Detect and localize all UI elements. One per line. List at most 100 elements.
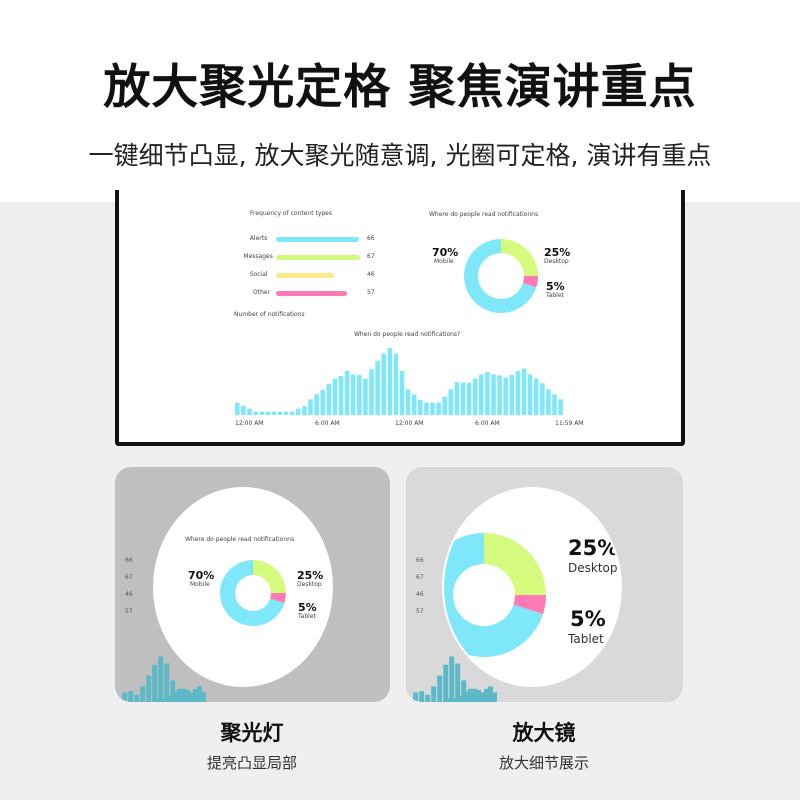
- faint-bar: [492, 692, 497, 702]
- timeline-bar: [302, 406, 307, 415]
- timeline-bars: [235, 348, 563, 415]
- faint-bar: [134, 694, 140, 702]
- freq-value: 46: [367, 271, 375, 278]
- faint-value: 66: [416, 557, 424, 564]
- magnifier-title: 放大镜: [512, 721, 576, 745]
- faint-bar: [449, 656, 455, 702]
- faint-bar: [488, 686, 493, 702]
- spot-label-tablet: Tablet: [298, 613, 316, 620]
- faint-bar: [181, 688, 186, 702]
- faint-bar: [431, 686, 437, 702]
- timeline-bar: [289, 411, 295, 415]
- freq-label: Social: [249, 271, 268, 278]
- timeline-bar: [454, 382, 460, 415]
- timeline-bar: [479, 374, 484, 415]
- faint-bar: [480, 692, 485, 702]
- timeline-bar: [540, 383, 545, 415]
- timeline-bar: [503, 377, 508, 415]
- timeline-bar: [320, 390, 325, 415]
- timeline-tick: 6:00 AM: [315, 420, 340, 427]
- timeline-bar: [314, 394, 319, 415]
- timeline-bar: [430, 402, 435, 415]
- donut-slice-tablet: [522, 276, 538, 288]
- faint-bar: [419, 691, 425, 702]
- spotlight-circle: Where do people read notificationns 70% …: [153, 487, 333, 687]
- spotlight-title: 聚光灯: [220, 721, 284, 745]
- spot-pct-mobile: 70%: [188, 569, 215, 582]
- timeline-bar: [442, 396, 447, 415]
- mag-label-tablet: Tablet: [568, 632, 604, 646]
- timeline-bar: [436, 402, 441, 415]
- pct-mobile: 70%: [432, 246, 459, 259]
- faint-bar: [193, 688, 198, 702]
- faint-bar: [197, 686, 202, 702]
- spot-label-mobile: Mobile: [190, 581, 210, 588]
- spot-pct-desktop: 25%: [297, 569, 324, 582]
- freq-title: Frequency of content types: [250, 210, 333, 217]
- timeline-bar: [363, 378, 368, 415]
- faint-bar: [443, 664, 449, 702]
- timeline-bar: [247, 408, 252, 415]
- faint-value: 46: [416, 591, 424, 598]
- freq-label: Alerts: [249, 235, 268, 242]
- donut-chart: [464, 239, 538, 313]
- magnifier-circle: 25% Desktop 5% Tablet: [442, 487, 622, 687]
- faint-bar: [425, 694, 431, 702]
- faint-bar: [158, 656, 164, 702]
- timeline-bar: [411, 394, 417, 415]
- faint-bars: [122, 656, 206, 702]
- faint-bar: [452, 698, 457, 702]
- timeline-bar: [241, 406, 246, 415]
- timeline-bar: [533, 378, 539, 415]
- timeline-bar: [509, 375, 515, 415]
- donut-slice-mobile: [444, 533, 543, 657]
- faint-bar: [461, 680, 467, 702]
- faint-bar: [460, 696, 465, 702]
- freq-bar: [276, 291, 348, 296]
- faint-value: 57: [125, 608, 133, 615]
- timeline-bar: [308, 399, 313, 415]
- faint-bar: [164, 663, 170, 702]
- timeline-tick: 6:00 AM: [475, 420, 500, 427]
- page-title: 放大聚光定格 聚焦演讲重点: [103, 60, 697, 115]
- faint-value: 67: [125, 574, 133, 581]
- timeline-bar: [472, 378, 478, 415]
- timeline-bar: [369, 369, 374, 415]
- timeline-tick: 12:00 AM: [395, 420, 424, 427]
- faint-bar: [173, 691, 178, 702]
- faint-bar: [448, 698, 453, 702]
- header: 放大聚光定格 聚焦演讲重点 一键细节凸显, 放大聚光随意调, 光圈可定格, 演讲…: [0, 0, 800, 202]
- timeline-bar: [515, 371, 521, 415]
- faint-bars: [413, 656, 497, 702]
- faint-bar: [437, 675, 443, 702]
- timeline-bar: [424, 402, 429, 415]
- timeline-bar: [283, 411, 289, 415]
- faint-bar: [170, 680, 176, 702]
- spot-pct-tablet: 5%: [298, 601, 317, 614]
- donut-slice-desktop: [253, 560, 286, 593]
- magnifier-card: 66 67 46 57 25% Desktop 5% Tablet: [406, 467, 683, 702]
- timeline-bar: [521, 368, 527, 415]
- faint-bar: [201, 692, 206, 702]
- freq-value: 66: [367, 235, 375, 242]
- label-desktop: Desktop: [544, 258, 569, 265]
- freq-value: 67: [367, 253, 375, 260]
- spot-donut-title: Where do people read notificationns: [185, 536, 295, 543]
- faint-bar: [177, 688, 182, 702]
- freq-label: Other: [253, 289, 271, 296]
- label-mobile: Mobile: [434, 258, 454, 265]
- timeline-bar: [491, 374, 496, 415]
- donut-slice-mobile: [220, 560, 285, 626]
- timeline-bar: [393, 353, 399, 415]
- dashboard-screen: Frequency of content types Alerts 66 Messa…: [115, 190, 685, 446]
- label-tablet: Tablet: [546, 292, 564, 299]
- spot-label-desktop: Desktop: [297, 581, 322, 588]
- faint-bar: [484, 688, 489, 702]
- magnified-donut: [444, 533, 546, 657]
- donut-title: Where do people read notificationns: [429, 211, 539, 218]
- pct-tablet: 5%: [546, 280, 565, 293]
- timeline-bar: [552, 394, 557, 415]
- timeline-bar: [485, 372, 490, 415]
- faint-bar: [472, 688, 477, 702]
- donut-slice-tablet: [270, 593, 286, 604]
